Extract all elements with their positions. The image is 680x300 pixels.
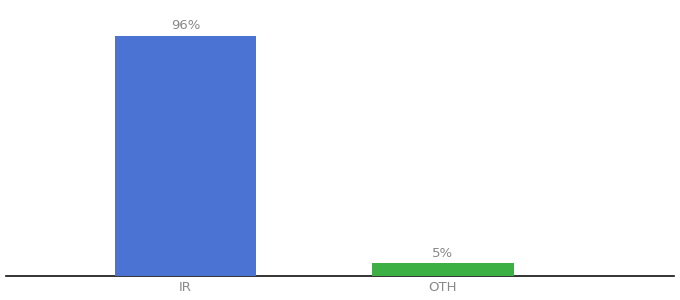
Bar [372, 263, 513, 276]
Text: 96%: 96% [171, 19, 201, 32]
Text: 5%: 5% [432, 247, 454, 260]
Bar [115, 36, 256, 276]
